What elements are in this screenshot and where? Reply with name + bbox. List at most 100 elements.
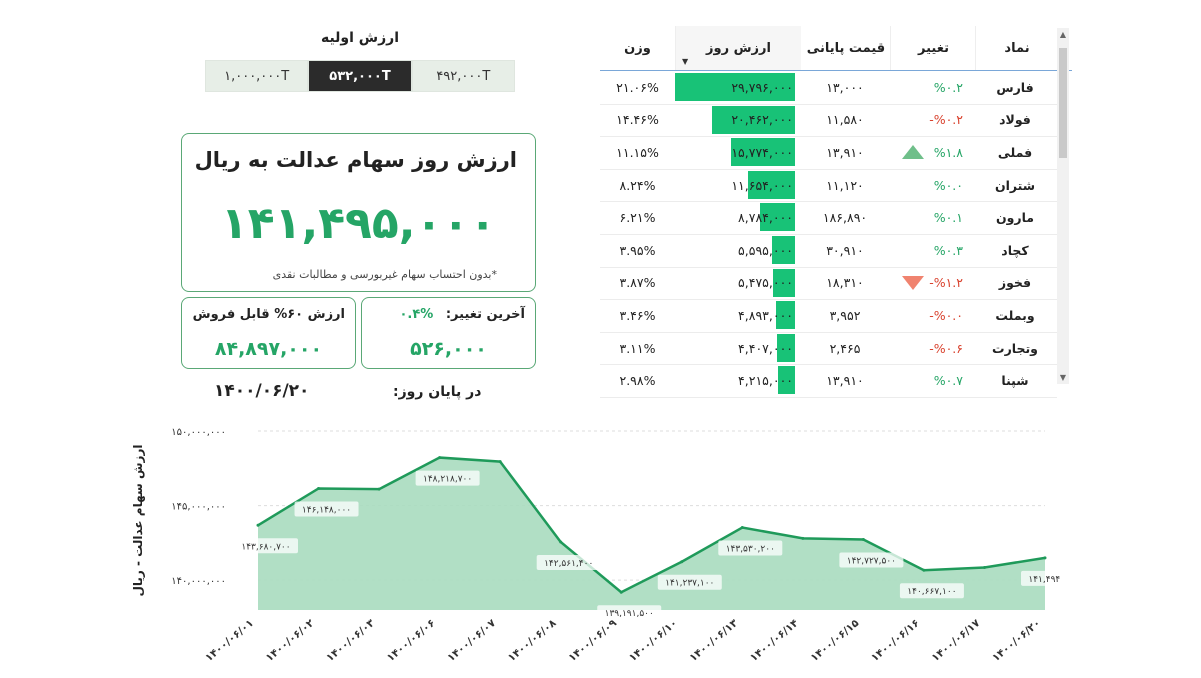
cell-weight: ۲۱.۰۶% <box>616 79 659 95</box>
cell-close-price: ۱۸۶,۸۹۰ <box>822 210 868 226</box>
cell-change: -%۰.۶ <box>929 340 963 356</box>
data-label-bg <box>294 501 359 517</box>
cell-symbol: شپنا <box>1001 373 1029 389</box>
y-tick-label: ۱۴۰,۰۰۰,۰۰۰ <box>171 576 226 587</box>
initial-value-title: ارزش اولیه <box>320 30 400 46</box>
scroll-down-icon[interactable]: ▼ <box>1059 373 1067 382</box>
cell-change: %۰.۱ <box>933 210 963 226</box>
data-point <box>317 486 321 490</box>
header-symbol[interactable]: نماد <box>975 26 1058 70</box>
data-label-bg <box>657 574 722 590</box>
day-value-text: ۲۰,۴۶۲,۰۰۰ <box>731 112 793 128</box>
cell-symbol: فولاد <box>999 112 1031 128</box>
x-tick-label: ۱۴۰۰/۰۶/۱۰ <box>627 617 680 664</box>
x-tick-label: ۱۴۰۰/۰۶/۰۳ <box>324 617 377 664</box>
cell-symbol: شتران <box>994 177 1036 193</box>
table-row[interactable]: فولاد -%۰.۲ ۱۱,۵۸۰ ۲۰,۴۶۲,۰۰۰ ۱۴.۴۶% <box>600 104 1057 138</box>
cell-day-value: ۱۱,۶۵۴,۰۰۰ <box>675 169 797 202</box>
x-tick-label: ۱۴۰۰/۰۶/۱۷ <box>930 617 983 664</box>
x-tick-label: ۱۴۰۰/۰۶/۱۶ <box>869 617 922 664</box>
table-row[interactable]: فارس %۰.۲ ۱۳,۰۰۰ ۲۹,۷۹۶,۰۰۰ ۲۱.۰۶% <box>600 71 1057 105</box>
daily-value-chart: ارزش سهام عدالت - ریال ۱۴۰,۰۰۰,۰۰۰ ۱۴۵,۰۰۰… <box>131 427 1060 664</box>
x-tick-label: ۱۴۰۰/۰۶/۲۰ <box>990 617 1043 664</box>
day-value-text: ۵,۵۹۵,۰۰۰ <box>738 242 793 258</box>
data-point <box>680 560 684 564</box>
sellable-value-label: ارزش ۶۰% قابل فروش <box>192 307 345 322</box>
y-tick-label: ۱۵۰,۰۰۰,۰۰۰ <box>171 427 226 438</box>
cell-day-value: ۴,۸۹۳,۰۰۰ <box>675 299 797 332</box>
cell-day-value: ۵,۴۷۵,۰۰۰ <box>675 267 797 300</box>
data-label: ۱۴۲,۷۲۷,۵۰۰ <box>847 556 896 566</box>
arrow-up-icon <box>902 145 924 160</box>
data-point <box>922 568 926 572</box>
table-row[interactable]: کچاد %۰.۳ ۳۰,۹۱۰ ۵,۵۹۵,۰۰۰ ۳.۹۵% <box>600 234 1057 268</box>
table-row[interactable]: شتران %۰.۰ ۱۱,۱۲۰ ۱۱,۶۵۴,۰۰۰ ۸.۲۴% <box>600 169 1057 203</box>
last-change-percent: %۰.۴ <box>399 307 434 322</box>
series-line <box>257 456 1046 594</box>
table-row[interactable]: مارون %۰.۱ ۱۸۶,۸۹۰ ۸,۷۸۴,۰۰۰ ۶.۲۱% <box>600 201 1057 235</box>
arrow-down-icon <box>902 275 924 290</box>
day-value-text: ۴,۴۰۷,۰۰۰ <box>738 340 793 356</box>
last-change-card: آخرین تغییر: %۰.۴ ۵۲۶,۰۰۰ <box>361 297 536 369</box>
cell-symbol: وتجارت <box>992 340 1038 356</box>
table-scrollbar[interactable]: ▲ ▼ <box>1057 28 1069 384</box>
data-point <box>801 536 805 540</box>
data-label-bg <box>1021 570 1060 586</box>
cell-symbol: مارون <box>995 210 1035 226</box>
cell-close-price: ۳۰,۹۱۰ <box>826 242 864 258</box>
y-axis-label: ارزش سهام عدالت - ریال <box>131 445 146 597</box>
option-1000000[interactable]: ۱,۰۰۰,۰۰۰T <box>205 60 309 92</box>
option-532000[interactable]: ۵۳۲,۰۰۰T <box>308 60 412 92</box>
area-fill <box>258 457 1045 610</box>
day-value-text: ۴,۲۱۵,۰۰۰ <box>738 373 793 389</box>
x-tick-label: ۱۴۰۰/۰۶/۰۶ <box>385 617 438 664</box>
cell-weight: ۸.۲۴% <box>619 177 656 193</box>
value-bar <box>731 138 795 167</box>
data-label-bg <box>234 538 298 554</box>
table-row[interactable]: فخوز -%۱.۲ ۱۸,۳۱۰ ۵,۴۷۵,۰۰۰ ۳.۸۷% <box>600 267 1057 301</box>
table-row[interactable]: شپنا %۰.۷ ۱۳,۹۱۰ ۴,۲۱۵,۰۰۰ ۲.۹۸% <box>600 364 1057 398</box>
header-close-price[interactable]: قیمت پایانی <box>800 26 891 70</box>
data-label: ۱۴۳,۵۳۰,۲۰۰ <box>726 545 775 555</box>
last-change-label-row: آخرین تغییر: %۰.۴ <box>399 307 525 322</box>
header-change[interactable]: تغییر <box>890 26 976 70</box>
data-point <box>740 526 744 530</box>
header-day-value[interactable]: ارزش روز ▼ <box>675 26 801 70</box>
cell-weight: ۳.۴۶% <box>619 307 656 323</box>
scroll-up-icon[interactable]: ▲ <box>1059 30 1067 39</box>
data-label: ۱۴۲,۵۶۱,۴۰۰ <box>544 559 593 569</box>
option-492000[interactable]: ۴۹۲,۰۰۰T <box>411 60 515 92</box>
initial-value-selector[interactable]: ۱,۰۰۰,۰۰۰T ۵۳۲,۰۰۰T ۴۹۲,۰۰۰T <box>205 60 515 92</box>
value-bar <box>748 170 795 199</box>
portfolio-table: نماد تغییر قیمت پایانی ارزش روز ▼ وزن فا… <box>600 26 1072 398</box>
cell-change: %۰.۲ <box>933 79 963 95</box>
table-row[interactable]: فملی %۱.۸ ۱۳,۹۱۰ ۱۵,۷۷۴,۰۰۰ ۱۱.۱۵% <box>600 136 1057 170</box>
table-row[interactable]: وتجارت -%۰.۶ ۲,۴۶۵ ۴,۴۰۷,۰۰۰ ۳.۱۱% <box>600 332 1057 366</box>
y-tick-label: ۱۴۵,۰۰۰,۰۰۰ <box>171 502 226 513</box>
data-label-bg <box>415 470 480 486</box>
cell-day-value: ۴,۲۱۵,۰۰۰ <box>675 364 797 397</box>
header-weight[interactable]: وزن <box>624 40 651 56</box>
day-value-text: ۱۵,۷۷۴,۰۰۰ <box>731 144 793 160</box>
table-row[interactable]: وبملت -%۰.۰ ۳,۹۵۲ ۴,۸۹۳,۰۰۰ ۳.۴۶% <box>600 299 1057 333</box>
data-point <box>1043 556 1047 560</box>
data-point <box>438 456 442 460</box>
data-point <box>619 590 623 594</box>
daily-value-note: *بدون احتساب سهام غیربورسی و مطالبات نقد… <box>272 268 497 281</box>
cell-weight: ۳.۱۱% <box>619 340 656 356</box>
data-point <box>861 537 865 541</box>
day-value-text: ۱۱,۶۵۴,۰۰۰ <box>731 177 793 193</box>
x-tick-label: ۱۴۰۰/۰۶/۰۹ <box>566 617 619 664</box>
cell-change: %۱.۸ <box>933 144 963 160</box>
cell-change: %۰.۷ <box>933 373 963 389</box>
table-header: نماد تغییر قیمت پایانی ارزش روز ▼ وزن <box>600 26 1072 71</box>
cell-symbol: کچاد <box>1001 242 1029 258</box>
cell-symbol: فارس <box>996 79 1034 95</box>
cell-close-price: ۱۸,۳۱۰ <box>826 275 864 291</box>
cell-day-value: ۱۵,۷۷۴,۰۰۰ <box>675 136 797 169</box>
data-label-bg <box>536 554 601 570</box>
scroll-thumb[interactable] <box>1059 48 1067 158</box>
cell-day-value: ۴,۴۰۷,۰۰۰ <box>675 332 797 365</box>
cell-weight: ۱۴.۴۶% <box>616 112 659 128</box>
sort-down-icon: ▼ <box>682 57 689 66</box>
